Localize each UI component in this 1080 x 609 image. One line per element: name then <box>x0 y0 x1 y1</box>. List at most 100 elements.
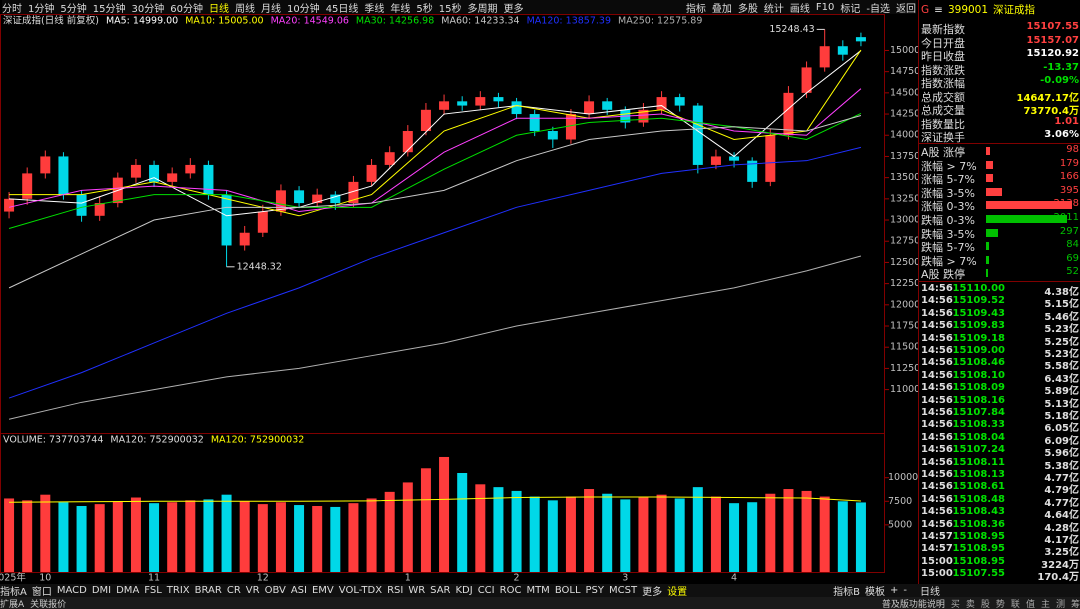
status-button[interactable]: 势 <box>995 599 1005 609</box>
indicator-tab[interactable]: BRAR <box>194 585 222 596</box>
indicator-tab[interactable]: CCI <box>477 585 495 596</box>
x-tick-label: 2 <box>514 573 520 584</box>
quote-label: 最新指数 <box>921 23 965 36</box>
status-button[interactable]: 值 <box>1025 599 1035 609</box>
indicator-tab[interactable]: 指标B <box>833 587 860 598</box>
indicator-tab[interactable]: CR <box>226 585 241 596</box>
status-button[interactable]: 筹 <box>1070 599 1080 609</box>
status-button[interactable]: 卖 <box>965 599 975 609</box>
tick-volume: 4.28亿 <box>1044 522 1079 534</box>
period-button[interactable]: 月线 <box>260 3 281 15</box>
period-button[interactable]: 5分钟 <box>60 3 87 15</box>
action-button[interactable]: 统计 <box>763 3 784 15</box>
legend-entry: VOLUME: 737703744 <box>3 435 103 446</box>
tick-price: 15108.04 <box>952 431 1005 443</box>
volume-bar <box>747 502 758 572</box>
period-button[interactable]: 10分钟 <box>286 3 320 15</box>
tick-time: 14:56 <box>921 295 953 307</box>
period-button[interactable]: 15分钟 <box>92 3 126 15</box>
candle-body <box>203 164 214 195</box>
indicator-tab[interactable]: MCST <box>609 585 638 596</box>
indicator-tab[interactable]: MTM <box>526 585 550 596</box>
indicator-tab[interactable]: DMI <box>91 585 112 596</box>
legend-entry: MA120: 752900032 <box>211 435 304 446</box>
quote-value: -0.09% <box>1040 75 1079 86</box>
status-link[interactable]: 普及版功能说明 <box>881 599 945 609</box>
y-tick-label: 13000 <box>890 215 918 226</box>
status-button[interactable]: 测 <box>1055 599 1065 609</box>
candle-body <box>275 190 286 212</box>
period-button[interactable]: 多周期 <box>467 3 498 15</box>
action-button[interactable]: 标记 <box>840 3 861 15</box>
distribution-label: 跌幅 > 7% <box>921 254 977 268</box>
menu-icon[interactable]: ≡ <box>934 3 943 16</box>
period-button[interactable]: 周线 <box>234 3 255 15</box>
indicator-tab[interactable]: 设置 <box>667 587 688 598</box>
indicator-tab[interactable]: - <box>903 585 907 596</box>
tick-price: 15108.43 <box>952 506 1005 518</box>
indicator-tab[interactable]: PSY <box>585 585 605 596</box>
indicator-tab[interactable]: FSL <box>144 585 162 596</box>
action-button[interactable]: 多股 <box>737 3 758 15</box>
indicator-tab[interactable]: 指标A <box>0 587 27 598</box>
action-button[interactable]: -自选 <box>866 3 890 15</box>
indicator-tab[interactable]: SAR <box>430 585 451 596</box>
indicator-tab[interactable]: 窗口 <box>31 587 52 598</box>
status-button[interactable]: 股 <box>980 599 990 609</box>
indicator-tab[interactable]: ASI <box>290 585 307 596</box>
status-item[interactable]: 关联报价 <box>30 599 67 609</box>
action-button[interactable]: 画线 <box>789 3 810 15</box>
indicator-tab[interactable]: 更多 <box>642 587 663 598</box>
status-item[interactable]: 扩展A <box>0 599 25 609</box>
tick-volume: 5.13亿 <box>1044 398 1079 410</box>
period-button[interactable]: 5秒 <box>416 3 433 15</box>
chart-area: 1100011250115001175012000122501250012750… <box>0 14 918 584</box>
period-button[interactable]: 45日线 <box>325 3 359 15</box>
indicator-tab[interactable]: ROC <box>499 585 522 596</box>
period-button[interactable]: 更多 <box>503 3 524 15</box>
indicator-tab[interactable]: TRIX <box>166 585 190 596</box>
period-button[interactable]: 日线 <box>208 3 229 15</box>
volume-ma-line <box>9 496 861 503</box>
period-button[interactable]: 1分钟 <box>28 3 55 15</box>
distribution-value: 2138 <box>1053 198 1079 210</box>
indicator-tab[interactable]: DMA <box>116 585 140 596</box>
status-button[interactable]: 买 <box>950 599 960 609</box>
indicator-tab[interactable]: RSI <box>387 585 404 596</box>
action-button[interactable]: 返回 <box>896 3 916 15</box>
volume-bar <box>330 506 341 572</box>
status-button[interactable]: 联 <box>1010 599 1020 609</box>
action-button[interactable]: F10 <box>815 1 835 13</box>
period-button[interactable]: 年线 <box>390 3 411 15</box>
period-button[interactable]: 30分钟 <box>131 3 165 15</box>
action-button[interactable]: 指标 <box>685 3 706 15</box>
indicator-tab[interactable]: KDJ <box>455 585 473 596</box>
y-tick-label: 11500 <box>890 342 918 353</box>
indicator-tab[interactable]: WR <box>408 585 426 596</box>
period-button[interactable]: 季线 <box>364 3 385 15</box>
indicator-tab[interactable]: EMV <box>311 585 334 596</box>
period-button[interactable]: 60分钟 <box>170 3 203 15</box>
indicator-tab[interactable]: + <box>890 585 899 596</box>
tick-price: 15108.16 <box>952 394 1005 406</box>
x-tick-label: 12 <box>257 573 269 584</box>
indicator-tab[interactable]: BOLL <box>554 585 581 596</box>
indicator-tab[interactable]: MACD <box>56 585 87 596</box>
toolbar: 分时 1分钟 5分钟 15分钟 30分钟 60分钟 日线 周线 月线 10分钟 45日线 季线 年线 5秒… <box>2 0 916 15</box>
period-button[interactable]: 15秒 <box>438 3 462 15</box>
period-button[interactable]: 分时 <box>2 3 22 15</box>
candle-body <box>330 194 341 204</box>
candle-body <box>22 173 33 199</box>
indicator-tab[interactable]: OBV <box>264 585 286 596</box>
distribution-bar <box>986 160 994 169</box>
action-button[interactable]: 叠加 <box>711 3 732 15</box>
volume-bar <box>801 490 812 572</box>
candle-body <box>674 97 685 106</box>
indicator-tab[interactable]: 模板 <box>865 587 885 598</box>
status-button[interactable]: 主 <box>1040 599 1050 609</box>
tick-time: 14:56 <box>921 456 953 468</box>
indicator-tab[interactable]: VOL-TDX <box>338 585 383 596</box>
volume-bar <box>366 498 377 572</box>
indicator-tab[interactable]: VR <box>245 585 260 596</box>
tick-volume: 5.58亿 <box>1044 361 1079 373</box>
